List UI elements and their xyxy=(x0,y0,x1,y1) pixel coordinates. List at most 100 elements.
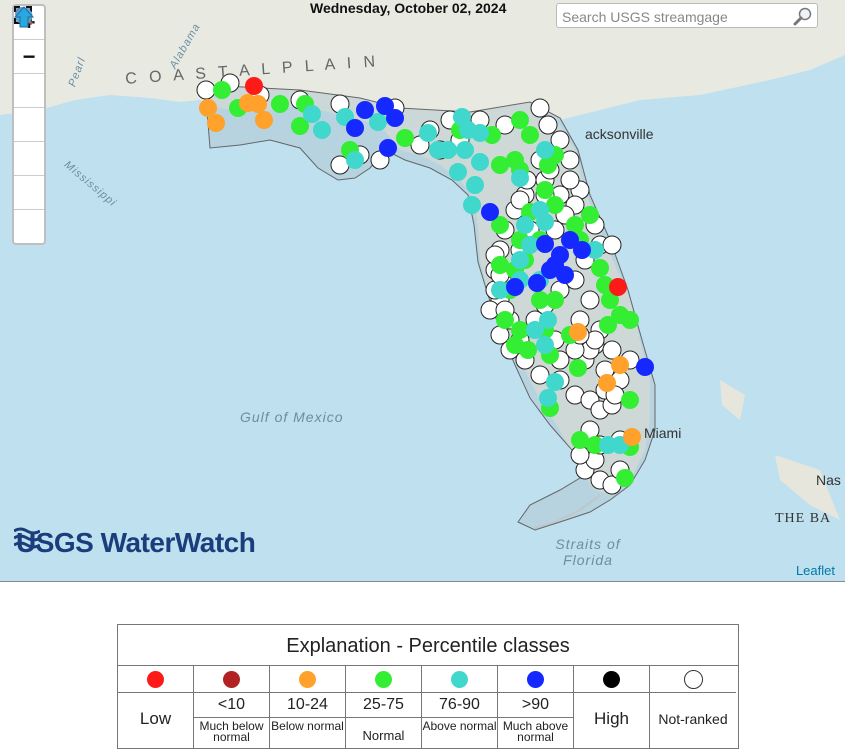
streamgage-marker-normal[interactable] xyxy=(601,291,619,309)
streamgage-marker-much-above[interactable] xyxy=(556,266,574,284)
streamgage-marker-above[interactable] xyxy=(526,321,544,339)
streamgage-marker-above[interactable] xyxy=(536,141,554,159)
zoom-out-box-button[interactable] xyxy=(14,7,44,176)
streamgage-marker-normal[interactable] xyxy=(271,95,289,113)
streamgage-marker-above[interactable] xyxy=(539,389,557,407)
streamgage-marker-not-ranked[interactable] xyxy=(602,235,622,255)
legend-dot xyxy=(451,670,468,688)
streamgage-marker-above[interactable] xyxy=(313,121,331,139)
streamgage-marker-normal[interactable] xyxy=(531,291,549,309)
streamgage-marker-normal[interactable] xyxy=(491,216,509,234)
streamgage-marker-much-above[interactable] xyxy=(573,241,591,259)
streamgage-marker-not-ranked[interactable] xyxy=(538,115,558,135)
streamgage-marker-much-above[interactable] xyxy=(481,203,499,221)
streamgage-marker-normal[interactable] xyxy=(591,259,609,277)
streamgage-marker-normal[interactable] xyxy=(519,341,537,359)
streamgage-marker-much-above[interactable] xyxy=(506,278,524,296)
streamgage-marker-normal[interactable] xyxy=(491,156,509,174)
streamgage-marker-above[interactable] xyxy=(439,141,457,159)
streamgage-marker-above[interactable] xyxy=(539,311,557,329)
streamgage-marker-low[interactable] xyxy=(245,77,263,95)
streamgage-marker-normal[interactable] xyxy=(396,129,414,147)
map-view[interactable]: Gulf of Mexico Straits of Florida C O A … xyxy=(0,0,845,582)
streamgage-marker-much-above[interactable] xyxy=(346,119,364,137)
streamgage-marker-above[interactable] xyxy=(456,141,474,159)
streamgage-marker-below[interactable] xyxy=(623,428,641,446)
streamgage-marker-not-ranked[interactable] xyxy=(530,365,550,385)
streamgage-marker-much-above[interactable] xyxy=(376,97,394,115)
streamgage-marker-normal[interactable] xyxy=(621,391,639,409)
streamgage-marker-normal[interactable] xyxy=(511,111,529,129)
streamgage-marker-below[interactable] xyxy=(199,99,217,117)
streamgage-marker-above[interactable] xyxy=(303,105,321,123)
streamgage-marker-above[interactable] xyxy=(471,153,489,171)
streamgage-marker-above[interactable] xyxy=(511,169,529,187)
zoom-out-button[interactable]: − xyxy=(14,40,44,74)
streamgage-marker-above[interactable] xyxy=(586,241,604,259)
streamgage-marker-normal[interactable] xyxy=(569,359,587,377)
streamgage-marker-much-above[interactable] xyxy=(536,235,554,253)
streamgage-marker-above[interactable] xyxy=(546,373,564,391)
streamgage-marker-normal[interactable] xyxy=(213,81,231,99)
map-tools[interactable]: + − xyxy=(12,4,46,245)
streamgage-marker-normal[interactable] xyxy=(566,216,584,234)
streamgage-marker-above[interactable] xyxy=(369,113,387,131)
streamgage-marker-much-above[interactable] xyxy=(386,109,404,127)
streamgage-marker-normal[interactable] xyxy=(586,436,604,454)
streamgage-marker-normal[interactable] xyxy=(536,181,554,199)
map-canvas[interactable] xyxy=(0,0,845,581)
streamgage-marker-not-ranked[interactable] xyxy=(560,170,580,190)
streamgage-marker-normal[interactable] xyxy=(621,311,639,329)
streamgage-marker-above[interactable] xyxy=(419,124,437,142)
streamgage-marker-below[interactable] xyxy=(611,356,629,374)
streamgage-marker-below[interactable] xyxy=(249,95,267,113)
streamgage-marker-much-above[interactable] xyxy=(636,358,654,376)
streamgage-marker-above[interactable] xyxy=(466,176,484,194)
streamgage-marker-above[interactable] xyxy=(449,163,467,181)
leaflet-attribution-link[interactable]: Leaflet xyxy=(795,563,835,578)
streamgage-marker-normal[interactable] xyxy=(539,156,557,174)
streamgage-marker-not-ranked[interactable] xyxy=(510,190,530,210)
streamgage-marker-below[interactable] xyxy=(255,111,273,129)
streamgage-marker-normal[interactable] xyxy=(546,291,564,309)
streamgage-marker-normal[interactable] xyxy=(511,321,529,339)
streamgage-marker-normal[interactable] xyxy=(291,117,309,135)
search-box[interactable] xyxy=(556,3,818,28)
streamgage-marker-much-above[interactable] xyxy=(561,231,579,249)
home-button[interactable] xyxy=(14,6,44,243)
streamgage-marker-normal[interactable] xyxy=(521,126,539,144)
streamgage-marker-above[interactable] xyxy=(346,151,364,169)
streamgage-marker-above[interactable] xyxy=(516,216,534,234)
zoom-in-box-button[interactable] xyxy=(14,7,44,142)
streamgage-points[interactable] xyxy=(196,73,654,495)
full-extent-button[interactable] xyxy=(14,6,44,108)
streamgage-marker-normal[interactable] xyxy=(491,256,509,274)
streamgage-marker-normal[interactable] xyxy=(616,469,634,487)
streamgage-marker-not-ranked[interactable] xyxy=(530,98,550,118)
streamgage-marker-above[interactable] xyxy=(463,196,481,214)
streamgage-marker-normal[interactable] xyxy=(546,196,564,214)
streamgage-marker-above[interactable] xyxy=(491,281,509,299)
globe-button[interactable] xyxy=(14,7,44,210)
streamgage-marker-above[interactable] xyxy=(536,213,554,231)
streamgage-marker-normal[interactable] xyxy=(496,311,514,329)
streamgage-marker-normal[interactable] xyxy=(599,316,617,334)
streamgage-marker-much-above[interactable] xyxy=(528,274,546,292)
streamgage-marker-above[interactable] xyxy=(471,124,489,142)
streamgage-marker-above[interactable] xyxy=(521,236,539,254)
streamgage-marker-much-above[interactable] xyxy=(356,101,374,119)
streamgage-marker-below[interactable] xyxy=(569,323,587,341)
streamgage-marker-low[interactable] xyxy=(609,278,627,296)
streamgage-marker-much-above[interactable] xyxy=(541,261,559,279)
streamgage-marker-normal[interactable] xyxy=(581,206,599,224)
streamgage-marker-normal[interactable] xyxy=(571,431,589,449)
search-icon[interactable] xyxy=(793,6,813,26)
streamgage-marker-above[interactable] xyxy=(511,251,529,269)
streamgage-marker-much-above[interactable] xyxy=(379,139,397,157)
streamgage-marker-below[interactable] xyxy=(207,114,225,132)
streamgage-marker-not-ranked[interactable] xyxy=(602,340,622,360)
streamgage-marker-below[interactable] xyxy=(598,374,616,392)
streamgage-marker-not-ranked[interactable] xyxy=(580,290,600,310)
streamgage-marker-above[interactable] xyxy=(536,336,554,354)
search-input[interactable] xyxy=(560,5,789,28)
